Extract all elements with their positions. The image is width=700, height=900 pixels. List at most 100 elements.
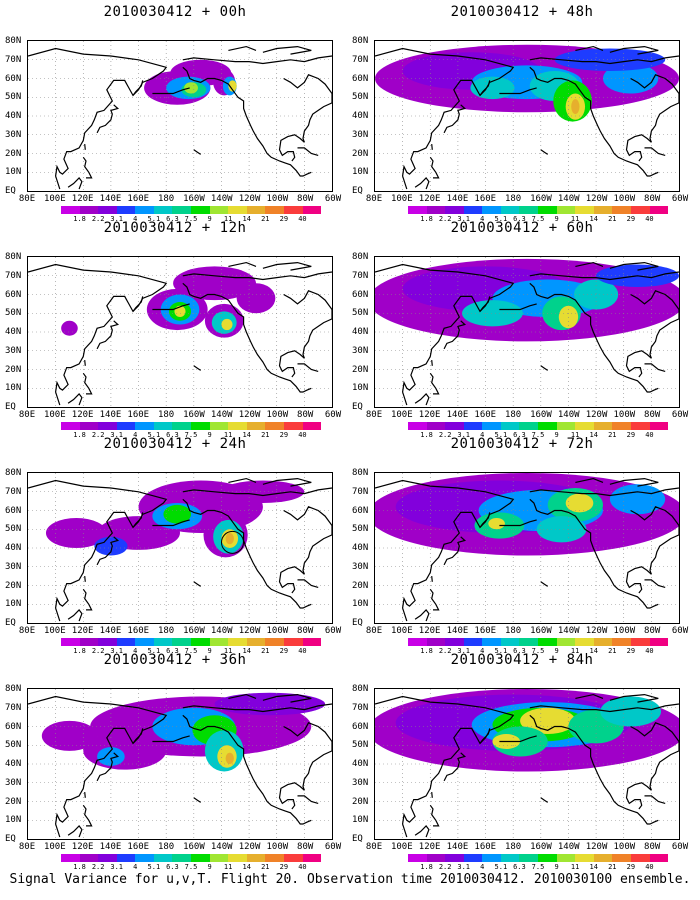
longitude-label: 60W [324, 194, 342, 204]
coastline [67, 824, 83, 838]
longitude-label: 80E [18, 410, 36, 420]
coastline [152, 735, 190, 743]
latitude-label: 50N [5, 740, 22, 751]
colorbar-label: 40 [298, 215, 307, 223]
latitude-label: 30N [352, 561, 369, 572]
coastline [96, 104, 120, 134]
coastline [283, 290, 332, 359]
colorbar-swatch [482, 638, 501, 646]
colorbar-label: 1.8 [73, 647, 86, 655]
colorbar-swatch [246, 854, 266, 862]
colorbar-label: 1.8 [420, 647, 433, 655]
variance-contour [609, 484, 666, 515]
coastline [540, 797, 549, 803]
colorbar-swatch [135, 422, 154, 430]
latitude-label: 80N [352, 684, 369, 694]
variance-map [28, 257, 332, 407]
colorbar-label: 29 [279, 647, 289, 655]
colorbar-swatch [649, 638, 669, 646]
coastline [297, 579, 319, 588]
colorbar-swatch [593, 854, 613, 862]
latitude-label: 70N [352, 54, 369, 65]
colorbar-label: 9 [207, 431, 212, 439]
colorbar-label: 21 [261, 215, 270, 223]
colorbar-label: 2.2 [438, 647, 452, 655]
colorbar-swatch [209, 206, 229, 214]
coastline [529, 703, 679, 713]
colorbar-swatch [172, 638, 192, 646]
coastline [630, 506, 679, 575]
colorbar-labels: 1.8 2.2 3.1 4 5.1 6.3 7.5 9 11 14 21 29 40 [61, 216, 321, 224]
colorbar-swatch [302, 854, 322, 862]
coastline [262, 261, 312, 271]
coastline [479, 728, 491, 744]
colorbar-label: 21 [608, 863, 617, 871]
longitude-label: 80E [365, 194, 383, 204]
colorbar-swatch [61, 638, 80, 646]
longitude-label: 140E [99, 410, 122, 420]
colorbar-swatch [500, 206, 520, 214]
latitude-labels: 80N 70N 60N 50N 40N 30N 20N 10N EQ [5, 37, 27, 196]
colorbar-swatch [191, 638, 210, 646]
coastline [630, 290, 679, 359]
longitude-label: 120E [418, 410, 441, 420]
colorbar: 1.8 2.2 3.1 4 5.1 6.3 7.5 9 11 14 21 29 40 [61, 206, 322, 224]
longitude-label: 80E [365, 842, 383, 852]
longitude-label: 80W [644, 626, 661, 636]
colorbar-swatch [593, 422, 613, 430]
latitude-labels: 80N 70N 60N 50N 40N 30N 20N 10N EQ [352, 469, 374, 628]
latitude-labels: 80N 70N 60N 50N 40N 30N 20N 10N EQ [5, 469, 27, 628]
colorbar-swatch [649, 206, 669, 214]
latitude-label: 60N [352, 721, 369, 732]
colorbar-label: 4 [480, 647, 485, 655]
colorbar-swatch [79, 638, 99, 646]
coastline [540, 149, 549, 155]
colorbar-swatches [61, 206, 322, 214]
coastline [499, 87, 537, 95]
longitude-label: 80E [18, 842, 36, 852]
colorbar-swatch [283, 206, 303, 214]
longitude-label: 120W [585, 842, 608, 852]
longitude-label: 180 [504, 842, 522, 852]
colorbar-swatch [556, 854, 576, 862]
colorbar-label: 40 [298, 863, 307, 871]
colorbar: 1.8 2.2 3.1 4 5.1 6.3 7.5 9 11 14 21 29 40 [61, 422, 322, 440]
colorbar-label: 5.1 [494, 863, 508, 871]
colorbar-labels: 1.8 2.2 3.1 4 5.1 6.3 7.5 9 11 14 21 29 40 [61, 864, 321, 872]
latitude-label: EQ [352, 618, 363, 628]
colorbar-swatch [630, 638, 650, 646]
coastline [283, 722, 332, 791]
longitude-labels: 80E 100E 120E 140E 160E 180 160W 140W 120W 100W 80… [19, 410, 341, 420]
longitude-labels: 80E 100E 120E 140E 160E 180 160W 140W 120W 100W 80… [366, 626, 688, 636]
variance-contour [94, 536, 128, 556]
longitude-label: 120E [418, 842, 441, 852]
colorbar-swatch [153, 854, 173, 862]
longitude-label: 160W [183, 842, 205, 852]
colorbar-swatch [302, 638, 322, 646]
coastline [182, 714, 312, 825]
coastline [431, 144, 433, 150]
variance-contour [565, 493, 594, 513]
coastline [283, 74, 332, 143]
longitude-label: 140E [99, 626, 122, 636]
longitude-label: 100W [266, 626, 289, 636]
colorbar-swatch [228, 854, 247, 862]
figure-caption: Signal Variance for u,v,T. Flight 20. Ob… [9, 872, 691, 887]
coastline [479, 296, 491, 312]
panel-title: 2010030412 + 72h [450, 436, 594, 452]
colorbar-label: 3.1 [457, 215, 471, 223]
coastline [529, 498, 659, 609]
colorbar-label: 29 [626, 215, 636, 223]
map-area [374, 256, 680, 408]
colorbar-label: 7.5 [531, 647, 545, 655]
colorbar-label: 40 [645, 647, 654, 655]
coastline [84, 144, 86, 150]
colorbar-swatch [172, 854, 192, 862]
longitude-label: 100E [43, 194, 66, 204]
variance-contour [225, 752, 234, 764]
colorbar-swatch [79, 854, 99, 862]
latitude-label: 70N [352, 702, 369, 713]
colorbar-swatch [191, 206, 210, 214]
colorbar-swatches [408, 854, 669, 862]
colorbar-label: 5.1 [147, 215, 161, 223]
